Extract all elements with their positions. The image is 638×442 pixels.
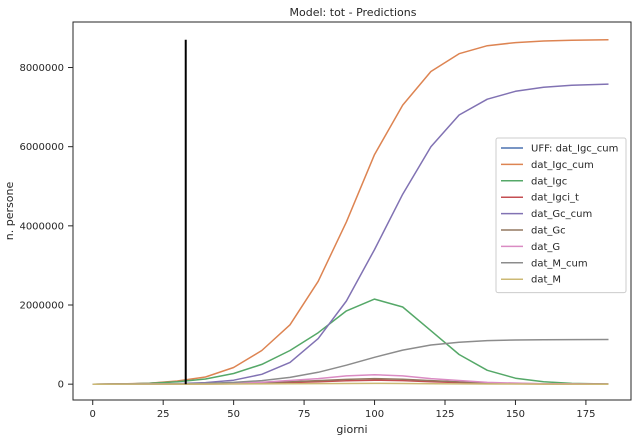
legend-label: dat_M [531,275,561,286]
x-tick-label: 75 [298,409,311,420]
series-line-dat-igc [92,298,609,385]
y-tick-label: 0 [58,380,64,391]
x-tick-label: 175 [576,409,595,420]
y-tick-label: 4000000 [19,221,64,232]
legend-box [495,137,627,294]
legend-label: dat_G [531,242,560,253]
x-tick-label: 100 [365,409,384,420]
plot-frame [72,21,632,401]
x-tick-label: 150 [506,409,525,420]
x-tick-label: 25 [157,409,170,420]
y-tick-label: 6000000 [19,142,64,153]
legend-label: dat_Igc_cum [531,160,594,171]
series-line-dat-m [92,382,609,385]
legend-label: dat_Igc [531,176,567,187]
y-axis: 0 2000000 4000000 6000000 8000000 [19,63,73,391]
plot-area [72,21,632,401]
legend-label: dat_M_cum [531,258,588,269]
legend-label: dat_Gc_cum [531,209,592,220]
x-tick-label: 125 [435,409,454,420]
x-tick-label: 0 [90,409,96,420]
legend-label: dat_Igci_t [531,193,579,204]
x-axis: 0 25 50 75 100 125 150 175 [90,400,595,420]
legend-label: UFF: dat_Igc_cum [531,144,618,155]
x-axis-label: giorni [336,423,367,436]
x-tick-label: 50 [227,409,240,420]
y-tick-label: 8000000 [19,63,64,74]
series-layer [92,39,609,385]
chart-title: Model: tot - Predictions [290,6,417,19]
series-line-dat-m-cum [92,338,609,385]
y-tick-label: 2000000 [19,301,64,312]
series-line-dat-igc-cum [92,39,609,385]
legend: UFF: dat_Igc_cum dat_Igc_cum dat_Igc dat_Ig… [495,137,627,294]
y-axis-label: n. persone [3,182,16,241]
legend-label: dat_Gc [531,226,566,237]
